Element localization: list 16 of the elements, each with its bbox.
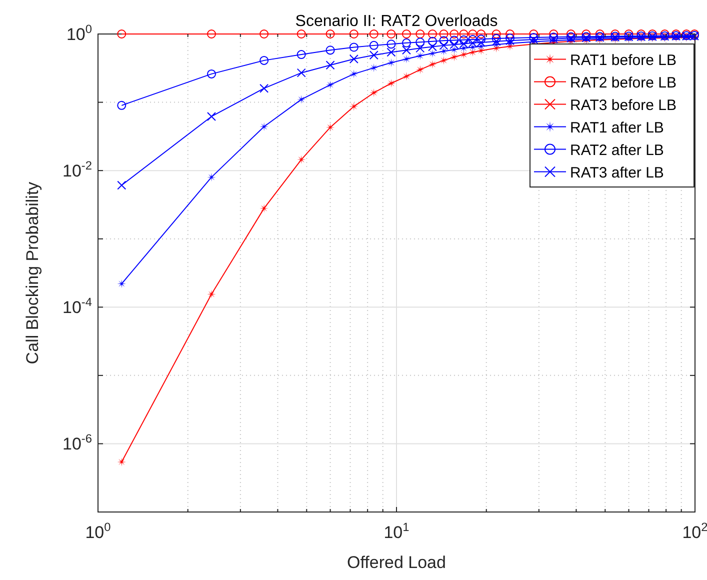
legend-label: RAT2 after LB — [570, 142, 664, 159]
chart-title: Scenario II: RAT2 Overloads — [295, 13, 498, 30]
y-tick-label: 10$^{-4}$ — [62, 295, 92, 318]
x-axis-title: Offered Load — [347, 553, 446, 572]
x-tick-label: 10$^{2}$ — [682, 520, 707, 542]
legend-label: RAT1 before LB — [570, 52, 676, 69]
x-tick-label: 10$^{0}$ — [85, 520, 112, 542]
y-tick-label: 10$^{0}$ — [66, 22, 92, 44]
y-tick-label: 10$^{-6}$ — [62, 432, 92, 454]
legend-label: RAT2 before LB — [570, 74, 676, 92]
y-axis-title: Call Blocking Probability — [23, 181, 42, 364]
legend-label: RAT1 after LB — [570, 119, 664, 136]
legend-label: RAT3 after LB — [570, 164, 664, 182]
x-tick-label: 10$^{1}$ — [384, 520, 410, 542]
legend-label: RAT3 before LB — [570, 96, 676, 114]
y-tick-label: 10$^{-2}$ — [62, 158, 92, 181]
